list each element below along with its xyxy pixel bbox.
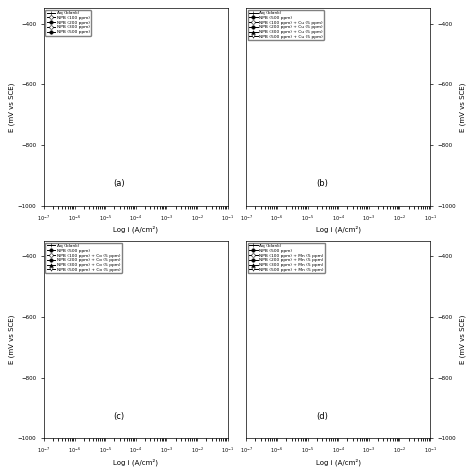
X-axis label: Log i (A/cm²): Log i (A/cm²) [316,458,361,465]
Legend: Aq (blank), NPB (500 ppm), NPB (100 ppm) + Co (5 ppm), NPB (200 ppm) + Co (5 ppm: Aq (blank), NPB (500 ppm), NPB (100 ppm)… [45,243,122,273]
Text: (b): (b) [316,179,328,188]
Legend: Aq (blank), NPB (500 ppm), NPB (100 ppm) + Mn (5 ppm), NPB (200 ppm) + Mn (5 ppm: Aq (blank), NPB (500 ppm), NPB (100 ppm)… [247,243,325,273]
Legend: Aq (blank), NPB (100 ppm), NPB (200 ppm), NPB (300 ppm), NPB (500 ppm): Aq (blank), NPB (100 ppm), NPB (200 ppm)… [45,9,91,36]
X-axis label: Log i (A/cm²): Log i (A/cm²) [316,225,361,233]
Y-axis label: E (mV vs SCE): E (mV vs SCE) [459,82,465,132]
Y-axis label: E (mV vs SCE): E (mV vs SCE) [9,315,15,365]
Text: (a): (a) [114,179,125,188]
X-axis label: Log i (A/cm²): Log i (A/cm²) [113,225,158,233]
Text: (c): (c) [114,412,125,421]
Y-axis label: E (mV vs SCE): E (mV vs SCE) [9,82,15,132]
Legend: Aq (blank), NPB (500 ppm), NPB (100 ppm) + Cu (5 ppm), NPB (200 ppm) + Cu (5 ppm: Aq (blank), NPB (500 ppm), NPB (100 ppm)… [247,9,324,40]
Y-axis label: E (mV vs SCE): E (mV vs SCE) [459,315,465,365]
Text: (d): (d) [316,412,328,421]
X-axis label: Log i (A/cm²): Log i (A/cm²) [113,458,158,465]
